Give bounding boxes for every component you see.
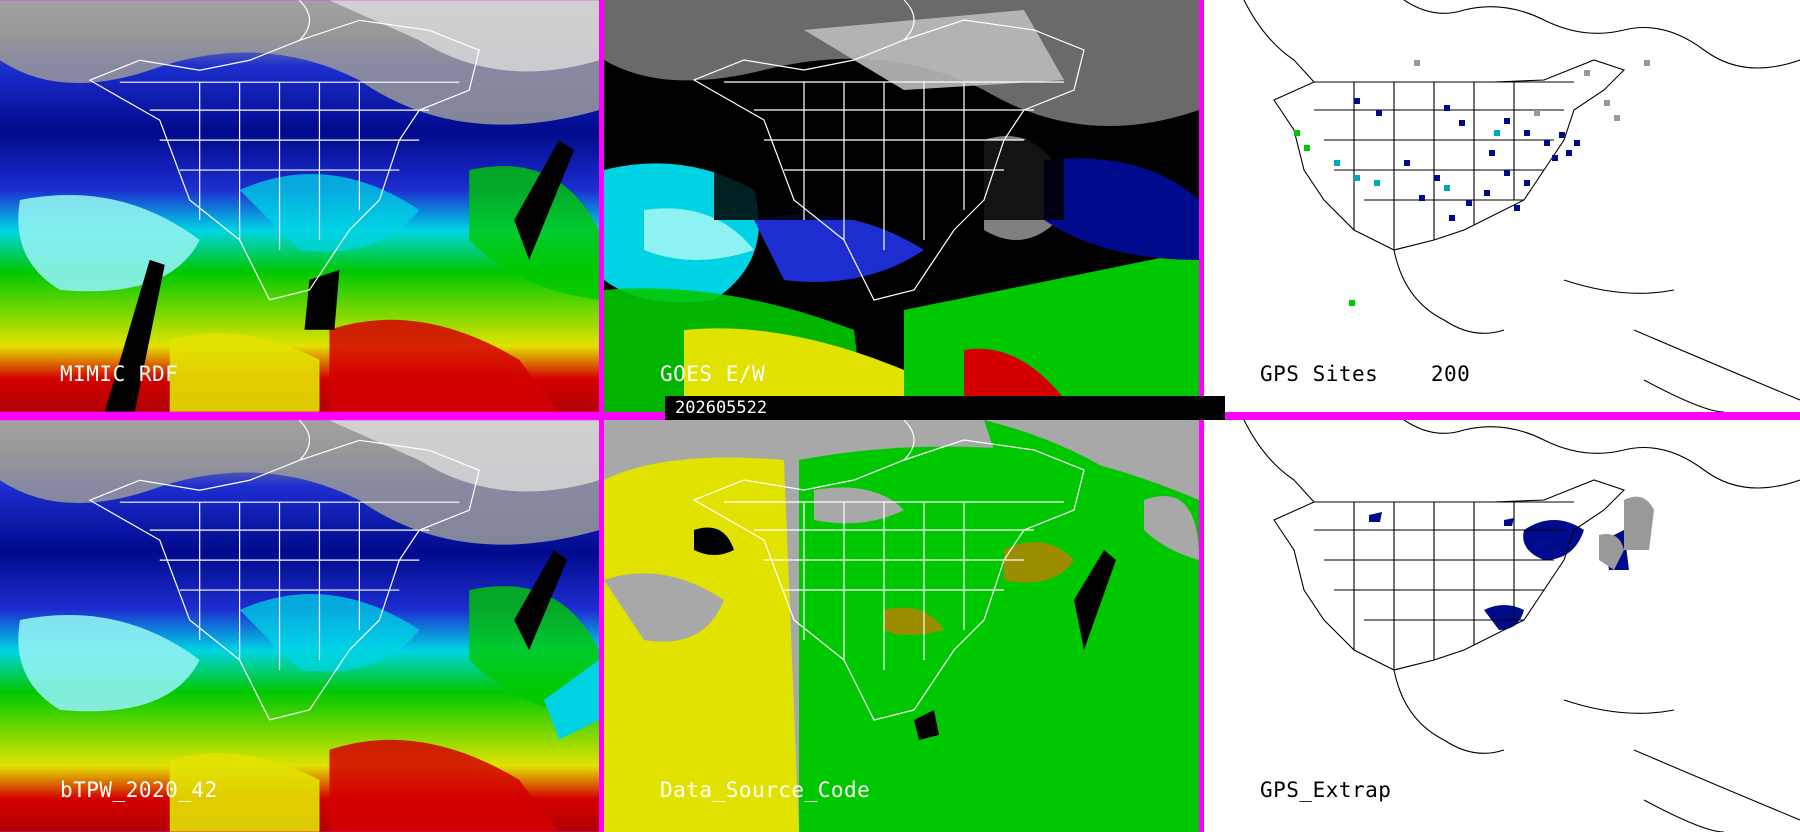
panel-gps-extrap: GPS_Extrap	[1204, 420, 1800, 832]
gps-extrap-map	[1243, 420, 1800, 832]
panel-goes: GOES E/W	[604, 0, 1199, 412]
moisture-map-btpw	[0, 420, 599, 832]
panel-label-gps-sites: GPS Sites 200	[1260, 362, 1471, 386]
panel-label-gps-extrap: GPS_Extrap	[1260, 778, 1392, 802]
panel-label-btpw: bTPW_2020_42	[60, 778, 218, 802]
panel-label-mimic: MIMIC RDF	[60, 362, 179, 386]
data-source-map	[604, 420, 1199, 832]
panel-mimic-rdf: MIMIC RDF	[0, 0, 599, 412]
panel-label-goes: GOES E/W	[660, 362, 766, 386]
panel-data-source-code: Data_Source_Code	[604, 420, 1199, 832]
moisture-map-goes	[604, 0, 1199, 412]
panel-label-data-source: Data_Source_Code	[660, 778, 871, 802]
timestamp-bar: 202605522	[665, 396, 1225, 420]
panel-btpw: bTPW_2020_42	[0, 420, 599, 832]
moisture-map-mimic	[0, 0, 599, 412]
panel-gps-sites: GPS Sites 200	[1204, 0, 1800, 412]
gps-sites-map	[1243, 0, 1800, 412]
